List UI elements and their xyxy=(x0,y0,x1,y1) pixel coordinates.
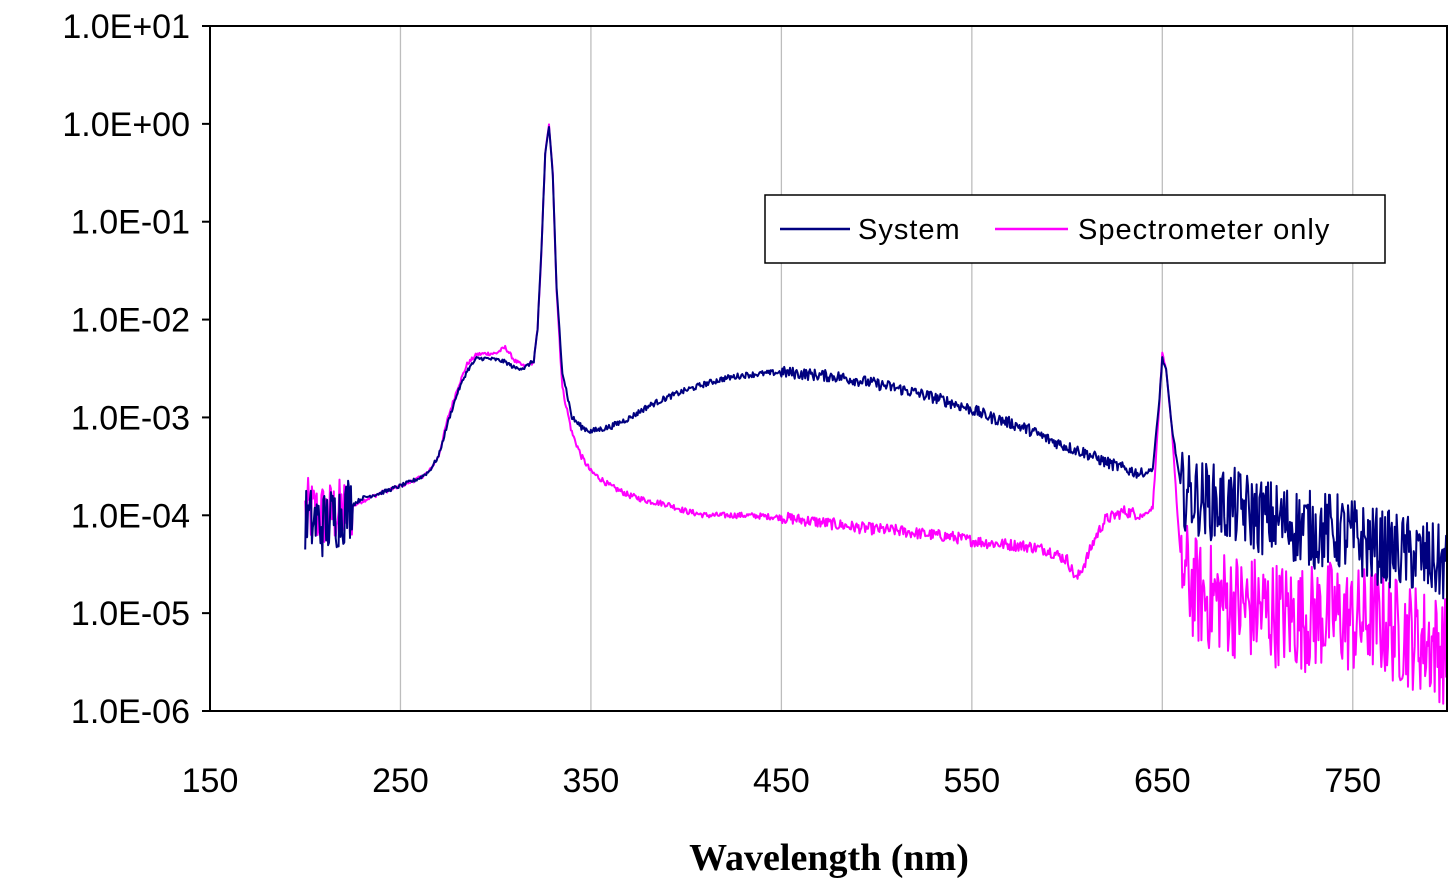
y-tick-label: 1.0E-05 xyxy=(71,595,190,633)
x-tick-label: 550 xyxy=(943,762,1000,800)
legend: System Spectrometer only xyxy=(764,194,1386,264)
y-tick-label: 1.0E+00 xyxy=(62,106,190,144)
x-tick-label: 750 xyxy=(1324,762,1381,800)
y-tick-label: 1.0E-03 xyxy=(71,399,190,437)
y-tick-label: 1.0E-06 xyxy=(71,693,190,731)
x-axis-ticks: 150 250 350 450 550 650 750 xyxy=(182,762,1382,800)
legend-box xyxy=(764,194,1386,264)
plot-area xyxy=(209,25,1448,712)
series-layer xyxy=(304,123,1448,705)
y-tick-label: 1.0E-02 xyxy=(71,302,190,340)
x-tick-label: 450 xyxy=(753,762,810,800)
x-tick-label: 150 xyxy=(182,762,239,800)
x-axis-title: Wavelength (nm) xyxy=(689,837,969,879)
legend-label: System xyxy=(858,214,961,246)
series-line-system xyxy=(304,126,1448,600)
y-tick-label: 1.0E+01 xyxy=(62,8,190,46)
x-tick-label: 250 xyxy=(372,762,429,800)
y-axis-ticks: 1.0E+01 1.0E+00 1.0E-01 1.0E-02 1.0E-03 1.0E-… xyxy=(62,8,210,731)
x-tick-label: 650 xyxy=(1134,762,1191,800)
y-tick-label: 1.0E-04 xyxy=(71,497,190,535)
legend-label: Spectrometer only xyxy=(1078,214,1330,246)
y-tick-label: 1.0E-01 xyxy=(71,204,190,242)
series-line-spectrometer-only xyxy=(304,123,1448,705)
x-tick-label: 350 xyxy=(563,762,620,800)
